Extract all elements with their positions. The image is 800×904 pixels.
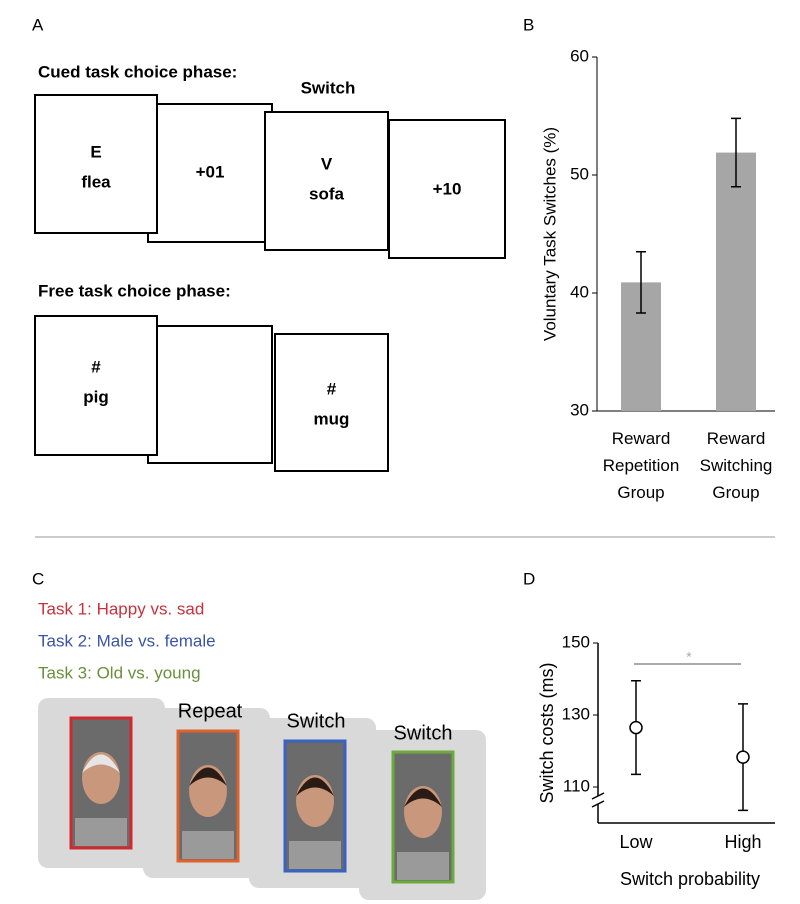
stimulus-text: pig	[83, 387, 109, 406]
error-bar	[636, 250, 646, 314]
face-hair	[404, 788, 442, 807]
axis-break	[591, 792, 605, 808]
trial-label: Repeat	[178, 700, 243, 722]
stimulus-box	[147, 325, 273, 464]
face-shirt	[75, 818, 127, 846]
stimulus-text: E	[90, 142, 101, 161]
stimulus-text: sofa	[309, 184, 345, 203]
point	[736, 750, 750, 764]
y-tick-label: 50	[570, 164, 589, 183]
significance-star: *	[686, 649, 692, 665]
panel-label: C	[32, 569, 44, 588]
bar	[716, 152, 756, 411]
stimulus-text: #	[91, 357, 101, 376]
face-shirt	[289, 841, 341, 869]
phase-title: Cued task choice phase:	[38, 62, 237, 81]
y-tick-label: 130	[562, 704, 590, 723]
stimulus-box	[274, 333, 389, 472]
panel-label: B	[523, 15, 534, 34]
switch-label: Switch	[301, 78, 356, 97]
stimulus-box	[388, 119, 506, 259]
x-tick-label: Reward Repetition Group	[603, 429, 680, 502]
x-tick-label: Reward Switching Group	[700, 429, 773, 502]
face-shirt	[182, 831, 234, 859]
face-hair	[82, 754, 120, 773]
y-tick-label: 150	[562, 632, 590, 651]
stimulus-text: V	[321, 154, 333, 173]
x-axis-label: Switch probability	[620, 869, 760, 889]
stimulus-box	[264, 111, 389, 251]
face-hair	[189, 767, 227, 786]
stimulus-text: flea	[81, 172, 111, 191]
task-text: Task 2: Male vs. female	[38, 631, 216, 650]
y-tick-label: 30	[570, 400, 589, 419]
stimulus-text: +01	[196, 162, 225, 181]
stimulus-text: mug	[314, 409, 350, 428]
panel-label: A	[32, 15, 44, 34]
phase-title: Free task choice phase:	[38, 281, 231, 300]
error-bar	[731, 117, 741, 188]
task-text: Task 1: Happy vs. sad	[38, 599, 204, 618]
x-tick-label: High	[724, 832, 761, 852]
y-tick-label: 110	[563, 776, 590, 795]
stimulus-text: #	[327, 379, 337, 398]
y-tick-label: 40	[570, 282, 589, 301]
stimulus-box	[34, 315, 158, 456]
stimulus-box	[34, 94, 158, 234]
x-tick-label: Low	[619, 832, 653, 852]
panel-label: D	[523, 569, 535, 588]
y-axis-label: Voluntary Task Switches (%)	[540, 127, 559, 341]
y-tick-label: 60	[570, 46, 589, 65]
y-axis-label: Switch costs (ms)	[537, 662, 557, 803]
point	[629, 720, 643, 735]
stimulus-text: +10	[433, 179, 462, 198]
face-shirt	[397, 852, 449, 880]
trial-label: Switch	[287, 710, 346, 732]
trial-label: Switch	[394, 722, 453, 744]
task-text: Task 3: Old vs. young	[38, 663, 201, 682]
face-hair	[296, 777, 334, 796]
